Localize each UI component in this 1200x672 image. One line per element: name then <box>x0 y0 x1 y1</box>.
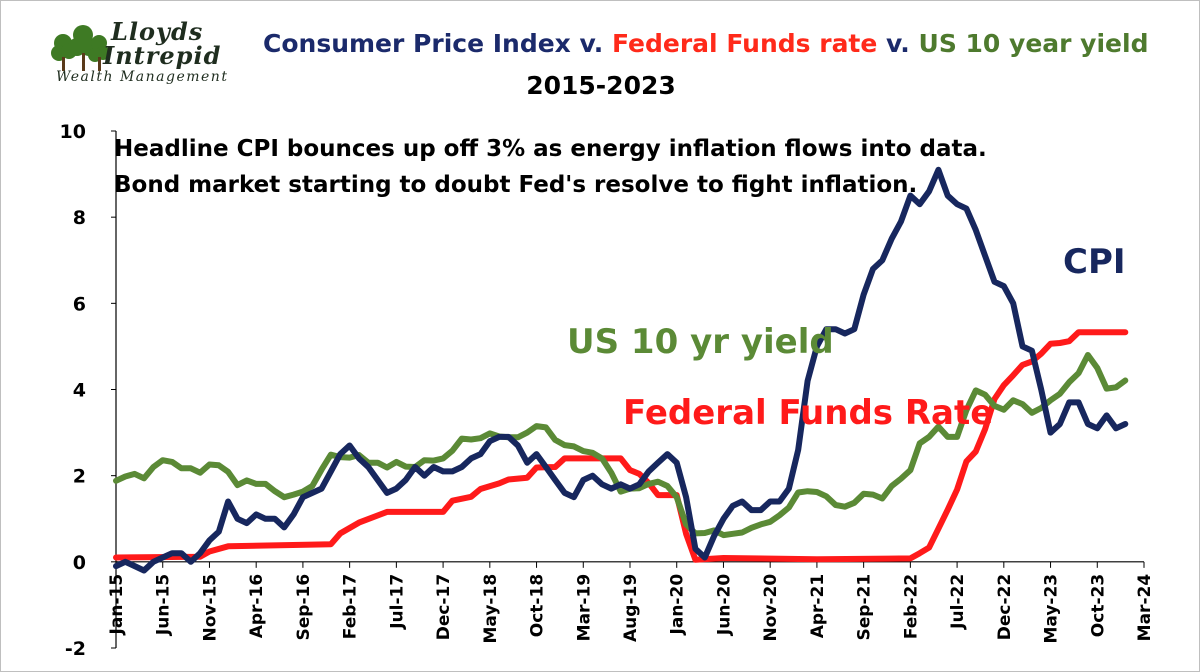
x-tick-label: Jul-22 <box>948 574 968 630</box>
x-tick-label: Jul-17 <box>387 574 407 630</box>
x-tick-label: Oct-18 <box>528 574 548 637</box>
trees-icon <box>51 25 110 71</box>
x-tick-label: Jun-15 <box>154 574 174 636</box>
title-separator: v. <box>877 29 919 58</box>
x-tick-label: Nov-20 <box>761 574 781 642</box>
series-label-cpi: CPI <box>1063 242 1126 282</box>
title-cpi: Consumer Price Index <box>263 29 571 58</box>
series-label-federal-funds-rate: Federal Funds Rate <box>623 393 993 433</box>
series-label-us-10-yr-yield: US 10 yr yield <box>567 322 834 362</box>
x-tick-label: Aug-19 <box>621 574 641 642</box>
series-line-us10 <box>113 352 1129 539</box>
x-tick-label: May-18 <box>481 574 501 644</box>
axes-layer: -2 0 2 4 6 8 10 Jan-15 Jun-15 Nov-15 Apr-16 Sep-16 F… <box>60 121 1155 660</box>
chart-subtitle: 2015-2023 <box>526 71 676 100</box>
x-tick-label: Jan-20 <box>668 574 688 636</box>
x-tick-label: Jun-20 <box>714 574 734 636</box>
x-tick-label: Nov-15 <box>200 574 220 642</box>
x-tick-label: Apr-16 <box>247 574 267 638</box>
x-tick-label: Sep-21 <box>855 574 875 641</box>
brand-name-line1: Lloyds <box>111 17 204 46</box>
annotation-layer: CPI US 10 yr yield Federal Funds Rate <box>567 242 1126 433</box>
x-tick-label: Oct-23 <box>1088 574 1108 637</box>
brand-name-line2: Intrepid <box>103 41 222 70</box>
x-tick-label: Mar-19 <box>574 574 594 642</box>
title-us10: US 10 year yield <box>918 29 1149 58</box>
y-tick-label: -2 <box>65 638 86 660</box>
x-tick-label: Sep-16 <box>294 574 314 641</box>
brand-logo: Lloyds Intrepid Wealth Management <box>51 15 261 95</box>
series-line-ffr <box>113 329 1129 563</box>
x-tick-label: Mar-24 <box>1135 574 1155 642</box>
x-tick-label: Jan-15 <box>107 574 127 636</box>
x-tick-label: Apr-21 <box>808 574 828 638</box>
x-tick-label: Feb-22 <box>901 574 921 639</box>
y-tick-label: 4 <box>73 380 86 402</box>
y-tick-label: 10 <box>60 121 86 143</box>
brand-tagline: Wealth Management <box>56 69 229 85</box>
series-line-cpi <box>113 166 1129 574</box>
y-tick-label: 8 <box>73 207 86 229</box>
chart-annotation-note: Headline CPI bounces up off 3% as energy… <box>114 136 987 198</box>
x-tick-label: Dec-22 <box>995 574 1015 640</box>
y-tick-label: 2 <box>73 466 86 488</box>
chart-title: Consumer Price Index v. Federal Funds ra… <box>263 29 1148 58</box>
x-tick-label: Feb-17 <box>341 574 361 639</box>
title-ffr: Federal Funds rate <box>611 29 878 58</box>
x-tick-label: May-23 <box>1042 574 1062 644</box>
x-tick-label: Dec-17 <box>434 574 454 640</box>
title-separator: v. <box>570 29 612 58</box>
y-tick-label: 0 <box>73 552 86 574</box>
y-tick-label: 6 <box>73 293 86 315</box>
series-layer <box>113 166 1129 574</box>
